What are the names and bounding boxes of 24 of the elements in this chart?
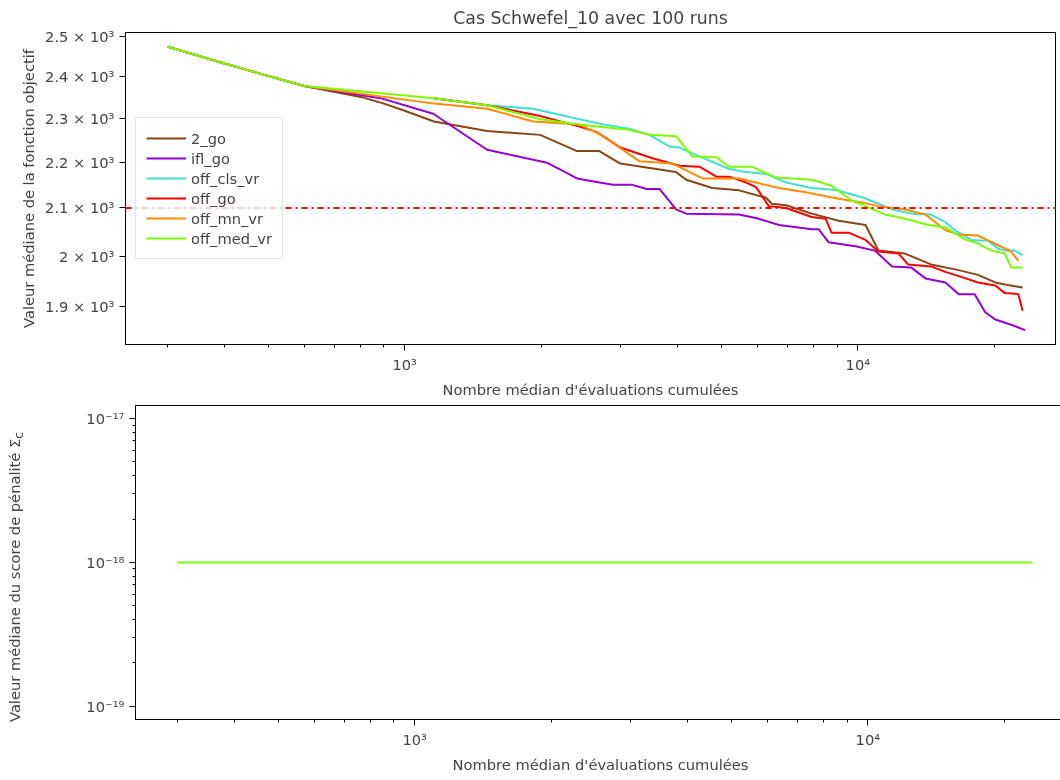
x-tick-label: 10³ — [402, 730, 428, 748]
legend-label: 2_go — [191, 129, 226, 147]
legend-label: ifl_go — [191, 149, 230, 167]
legend-label: off_med_vr — [191, 229, 273, 247]
x-axis-title: Nombre médian d'évaluations cumulées — [442, 380, 739, 398]
x-axis-title: Nombre médian d'évaluations cumulées — [452, 755, 749, 773]
chart-title: Cas Schwefel_10 avec 100 runs — [453, 7, 728, 29]
x-tick-label: 10⁴ — [855, 730, 881, 748]
y-tick-label: 2.5 × 10³ — [45, 27, 115, 45]
legend-label: off_go — [191, 189, 236, 207]
y-tick-label: 2 × 10³ — [59, 247, 115, 265]
y-tick-label: 10⁻¹⁹ — [86, 697, 125, 715]
x-tick-label: 10⁴ — [845, 355, 871, 373]
legend-label: off_mn_vr — [191, 209, 263, 227]
y-tick-label: 2.2 × 10³ — [45, 153, 115, 171]
y-tick-label: 10⁻¹⁷ — [86, 409, 125, 427]
y-tick-label: 2.4 × 10³ — [45, 68, 115, 86]
legend-label: off_cls_vr — [191, 169, 260, 187]
y-tick-label: 10⁻¹⁸ — [86, 553, 125, 571]
y-tick-label: 1.9 × 10³ — [45, 297, 115, 315]
y-axis-title: Valeur médiane de la fonction objectif — [20, 48, 38, 328]
y-tick-label: 2.3 × 10³ — [45, 109, 115, 127]
y-tick-label: 2.1 × 10³ — [45, 199, 115, 217]
x-tick-label: 10³ — [392, 355, 418, 373]
